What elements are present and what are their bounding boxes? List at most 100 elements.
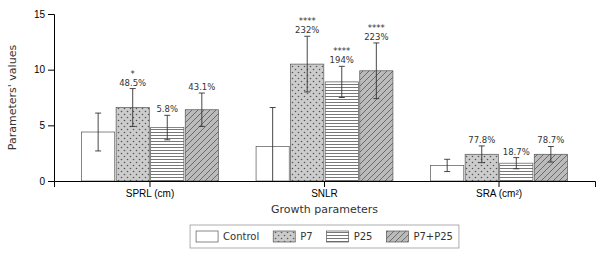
series (185, 43, 567, 181)
error-bar (373, 43, 379, 99)
error-bar-stem (167, 115, 168, 139)
x-axis: SPRL (cm) SNLR SRA (cm²) (55, 181, 596, 199)
error-bar (548, 146, 554, 162)
error-bar-cap (373, 42, 379, 43)
percent-label: 43.1% (188, 82, 215, 92)
error-bar-stem (481, 146, 482, 163)
legend-label: P7 (300, 231, 312, 242)
percent-label: 18.7% (503, 147, 530, 157)
error-bar (513, 158, 519, 169)
plot: 0 5 10 15 SPRL (cm) SNLR SRA (cm²) Growth param… (6, 9, 596, 216)
y-tick-mark (48, 125, 54, 126)
error-bar-cap (339, 66, 345, 67)
y-tick-label: 10 (34, 64, 46, 75)
error-bar (164, 115, 170, 139)
x-tick-label: SPRL (cm) (126, 188, 175, 199)
error-bar (304, 36, 310, 92)
y-tick-label: 0 (39, 176, 45, 187)
y-tick: 5 (39, 120, 54, 131)
error-bar (479, 146, 485, 163)
series (82, 108, 464, 181)
error-bar-cap (130, 88, 136, 89)
y-tick-label: 5 (39, 120, 45, 131)
error-bar-stem (516, 158, 517, 169)
legend-item: P7+P25 (386, 231, 453, 242)
error-bar (270, 108, 276, 181)
error-bar (339, 66, 345, 97)
x-axis-title: Growth parameters (271, 203, 378, 216)
marks (82, 36, 568, 181)
y-tick-mark (48, 14, 54, 15)
x-tick: SNLR (311, 181, 338, 199)
sig-label: **** (299, 16, 316, 26)
legend-label: P25 (354, 231, 373, 242)
legend-swatch (273, 231, 295, 242)
error-bar-stem (376, 43, 377, 99)
error-bar-stem (132, 89, 133, 127)
legend-label: Control (223, 231, 259, 242)
error-bar-cap (444, 171, 450, 172)
y-tick-mark (48, 181, 54, 182)
error-bar-cap (479, 145, 485, 146)
y-tick: 15 (34, 9, 54, 20)
x-tick-label: SRA (cm²) (476, 188, 522, 199)
legend-item: P7 (273, 231, 312, 242)
error-bar-cap (479, 162, 485, 163)
error-bar-cap (444, 159, 450, 160)
y-tick-label: 15 (34, 9, 46, 20)
x-tick-mark (324, 181, 325, 187)
error-bar (199, 93, 205, 126)
axis-line (55, 182, 596, 188)
legend-swatch (386, 231, 408, 242)
error-bar-cap (199, 93, 205, 94)
legend-swatch (327, 231, 349, 242)
annotations: 48.5%*232%****77.8%5.8%194%****18.7%43.1… (119, 16, 564, 156)
sig-label: **** (368, 23, 385, 33)
percent-label: 223% (364, 32, 388, 42)
error-bar-cap (373, 98, 379, 99)
percent-label: 77.8% (468, 135, 495, 145)
error-bar-cap (164, 139, 170, 140)
sig-label: * (131, 69, 135, 79)
error-bar-cap (513, 168, 519, 169)
error-bar (130, 89, 136, 127)
legend-swatch (196, 231, 218, 242)
error-bar-cap (304, 36, 310, 37)
y-tick: 0 (39, 176, 54, 187)
y-tick: 10 (34, 64, 54, 75)
x-tick-mark (499, 181, 500, 187)
error-bar-cap (199, 126, 205, 127)
error-bar-stem (272, 108, 273, 181)
percent-label: 48.5% (119, 78, 146, 88)
series (116, 36, 498, 181)
error-bar-cap (130, 126, 136, 127)
y-tick-mark (48, 70, 54, 71)
error-bar-cap (339, 97, 345, 98)
y-axis: 0 5 10 15 (34, 9, 55, 187)
error-bar-cap (548, 162, 554, 163)
percent-label: 5.8% (156, 104, 178, 114)
error-bar-stem (341, 66, 342, 97)
percent-label: 194% (330, 55, 354, 65)
error-bar-cap (270, 107, 276, 108)
x-tick-mark (149, 181, 150, 187)
x-tick: SPRL (cm) (126, 181, 175, 199)
error-bar (444, 159, 450, 171)
axis-line (48, 15, 55, 182)
error-bar-cap (95, 150, 101, 151)
error-bar-cap (304, 91, 310, 92)
error-bar-cap (164, 115, 170, 116)
error-bar-cap (513, 157, 519, 158)
error-bar-stem (201, 93, 202, 126)
error-bar-stem (307, 36, 308, 92)
legend: Control P7 P25 P7+P25 (190, 225, 459, 248)
legend-label: P7+P25 (413, 231, 453, 242)
x-tick: SRA (cm²) (476, 181, 522, 199)
legend-frame (190, 225, 459, 248)
error-bar-stem (550, 146, 551, 162)
sig-label: **** (333, 46, 350, 56)
error-bar-stem (98, 113, 99, 151)
percent-label: 78.7% (537, 135, 564, 145)
x-tick-label: SNLR (311, 188, 338, 199)
error-bar-cap (548, 146, 554, 147)
